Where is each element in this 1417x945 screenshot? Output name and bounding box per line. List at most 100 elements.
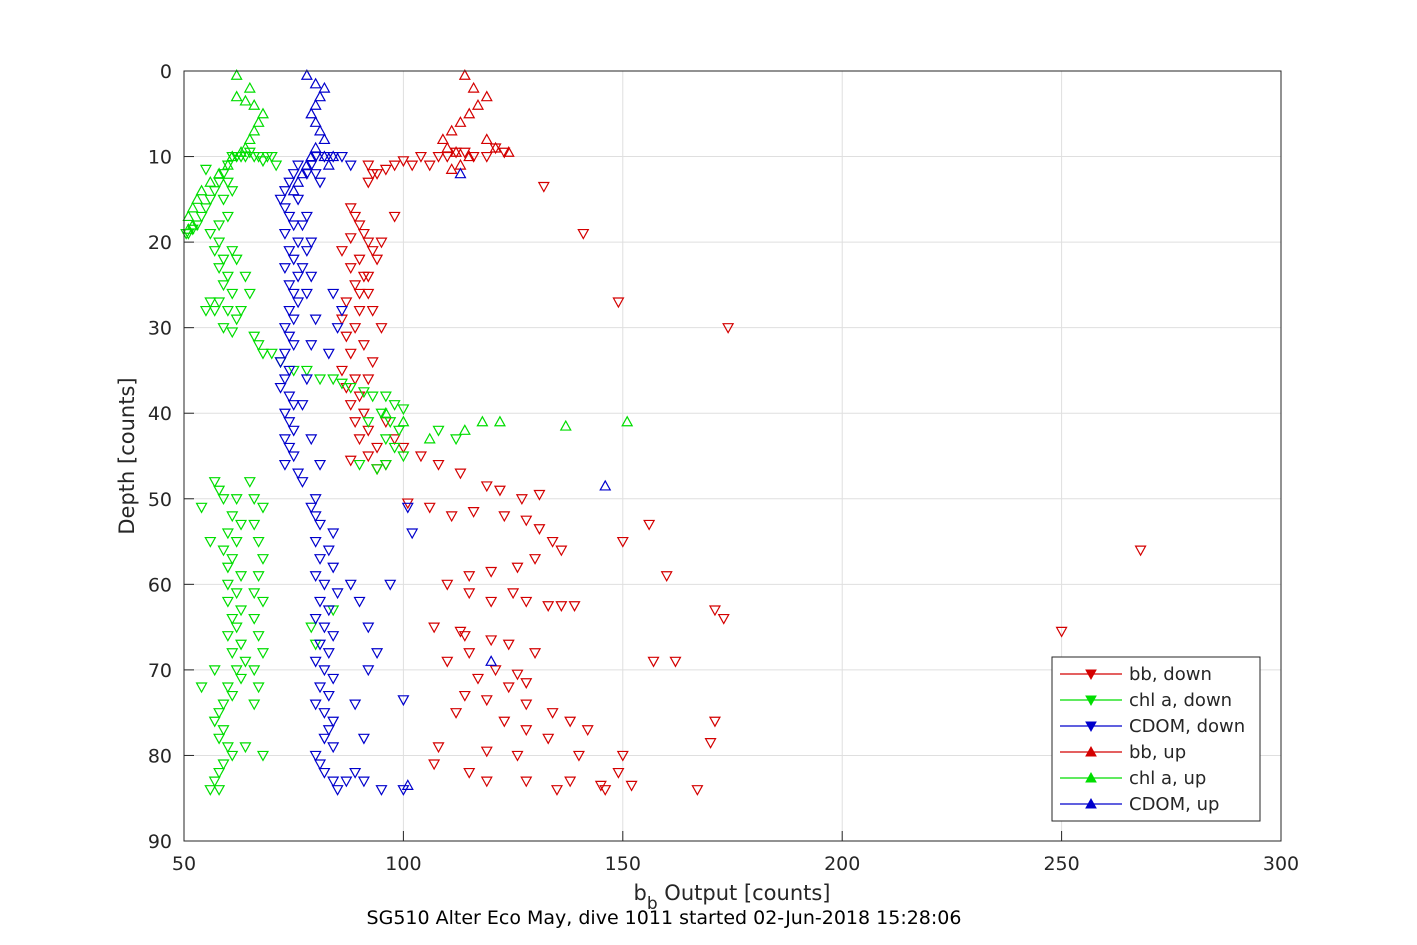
data-point bbox=[322, 690, 335, 702]
data-point bbox=[502, 146, 515, 157]
data-point bbox=[248, 519, 261, 531]
data-point bbox=[221, 305, 234, 317]
data-point bbox=[318, 150, 331, 162]
data-point bbox=[344, 382, 357, 394]
data-point bbox=[349, 417, 362, 429]
data-point bbox=[318, 622, 331, 634]
data-point bbox=[221, 211, 234, 223]
data-point bbox=[226, 327, 239, 339]
data-point bbox=[226, 648, 239, 660]
data-point bbox=[213, 785, 226, 796]
data-point bbox=[283, 177, 296, 189]
data-point bbox=[278, 374, 291, 386]
data-point bbox=[252, 340, 265, 352]
data-point bbox=[252, 682, 265, 694]
legend-label: CDOM, up bbox=[1129, 794, 1219, 815]
data-point bbox=[292, 297, 305, 309]
data-point bbox=[362, 451, 375, 463]
y-tick-label: 90 bbox=[148, 831, 172, 853]
data-point bbox=[235, 571, 248, 583]
data-point bbox=[489, 141, 502, 153]
data-point bbox=[226, 186, 239, 198]
data-point bbox=[414, 451, 427, 463]
data-point bbox=[283, 331, 296, 343]
data-point bbox=[283, 417, 296, 429]
data-point bbox=[230, 90, 243, 102]
data-point bbox=[230, 314, 243, 326]
legend-box bbox=[1051, 656, 1261, 822]
data-point bbox=[278, 459, 291, 471]
data-point bbox=[537, 181, 550, 193]
data-point bbox=[327, 528, 340, 540]
data-point bbox=[542, 733, 555, 745]
data-point bbox=[568, 601, 581, 612]
legend-label: bb, up bbox=[1129, 742, 1186, 763]
data-point bbox=[406, 528, 419, 540]
data-point bbox=[397, 785, 410, 796]
data-point bbox=[287, 288, 300, 300]
data-point bbox=[458, 631, 471, 642]
data-point bbox=[458, 147, 471, 159]
data-point bbox=[230, 254, 243, 266]
data-point bbox=[708, 605, 721, 617]
data-point bbox=[362, 237, 375, 249]
data-point bbox=[414, 151, 427, 163]
data-point bbox=[256, 156, 270, 168]
data-point bbox=[463, 588, 476, 600]
data-point bbox=[480, 133, 493, 145]
data-point bbox=[217, 759, 230, 771]
data-point bbox=[230, 69, 243, 80]
data-point bbox=[283, 391, 296, 403]
data-point bbox=[357, 733, 370, 745]
data-point bbox=[498, 716, 511, 728]
data-point bbox=[322, 158, 335, 170]
data-point bbox=[322, 545, 335, 557]
data-point bbox=[256, 348, 270, 360]
data-point bbox=[445, 163, 458, 174]
data-point bbox=[612, 297, 625, 309]
data-point bbox=[292, 468, 305, 480]
data-point bbox=[309, 141, 322, 153]
data-point bbox=[213, 708, 226, 719]
data-point bbox=[309, 494, 322, 506]
data-point bbox=[239, 271, 252, 283]
data-point bbox=[463, 767, 476, 779]
data-point bbox=[463, 150, 476, 162]
data-point bbox=[327, 673, 340, 685]
data-point bbox=[520, 515, 533, 527]
data-point bbox=[458, 424, 471, 435]
data-point bbox=[366, 246, 379, 257]
data-point bbox=[283, 442, 296, 454]
data-point bbox=[423, 502, 436, 514]
data-point bbox=[375, 323, 388, 334]
data-point bbox=[305, 150, 318, 162]
y-tick-label: 80 bbox=[148, 745, 172, 767]
y-tick-label: 40 bbox=[148, 403, 172, 425]
data-point bbox=[546, 536, 559, 548]
data-point bbox=[287, 340, 300, 352]
data-point bbox=[213, 237, 226, 249]
data-point bbox=[621, 415, 634, 427]
data-point bbox=[450, 708, 463, 719]
data-point bbox=[564, 776, 577, 788]
data-point bbox=[217, 725, 230, 737]
data-point bbox=[344, 203, 357, 215]
data-point bbox=[296, 220, 309, 232]
data-point bbox=[221, 631, 234, 642]
data-point bbox=[300, 374, 313, 386]
data-point bbox=[406, 160, 419, 172]
data-point bbox=[388, 160, 401, 172]
data-point bbox=[256, 648, 270, 660]
data-point bbox=[507, 588, 520, 600]
data-point bbox=[467, 81, 480, 93]
data-point bbox=[327, 716, 340, 728]
data-point bbox=[278, 348, 291, 360]
data-point bbox=[643, 519, 656, 531]
data-point bbox=[349, 280, 362, 292]
data-point bbox=[533, 489, 546, 501]
legend: bb, down chl a, down CDOM, down bb, up chl a… bbox=[1051, 656, 1261, 822]
data-point bbox=[226, 511, 239, 523]
data-point bbox=[493, 485, 506, 497]
data-point bbox=[458, 690, 471, 702]
